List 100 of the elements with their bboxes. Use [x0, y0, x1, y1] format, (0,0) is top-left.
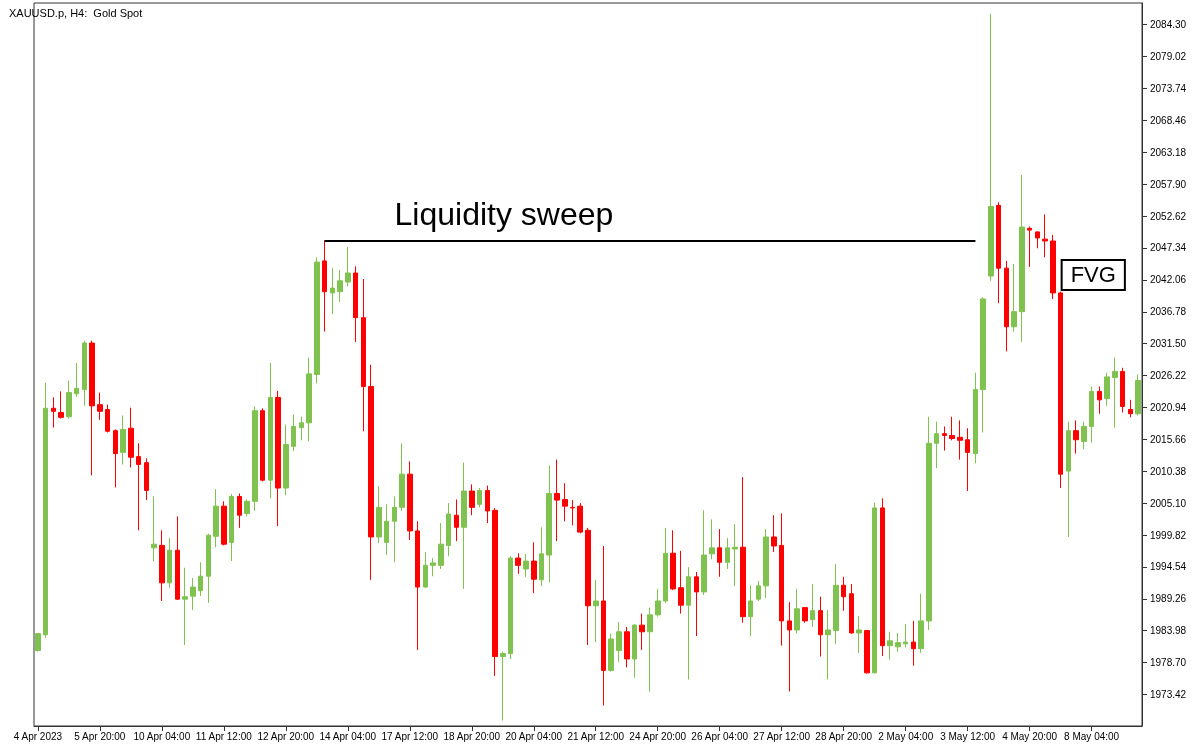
- y-tick-label: 2010.38: [1150, 465, 1187, 477]
- x-tick-label: 10 Apr 04:00: [133, 730, 191, 742]
- candlestick: [337, 269, 343, 303]
- candlestick: [709, 518, 715, 560]
- x-tick-label: 26 Apr 04:00: [691, 730, 749, 742]
- candlestick: [957, 419, 963, 461]
- candlestick: [934, 421, 939, 469]
- candlestick: [260, 407, 265, 482]
- y-tick-label: 1999.82: [1150, 529, 1187, 541]
- candlestick: [570, 499, 575, 526]
- candlestick: [182, 567, 188, 646]
- candlestick: [469, 483, 475, 516]
- candlestick: [35, 633, 41, 653]
- y-tick-label: 2015.66: [1150, 433, 1187, 445]
- candlestick: [725, 537, 730, 570]
- y-tick-label: 2057.90: [1150, 178, 1187, 190]
- y-tick-label: 2052.62: [1150, 210, 1187, 222]
- candlestick: [58, 390, 64, 420]
- x-tick-label: 2 May 04:00: [878, 730, 934, 742]
- candlestick: [423, 551, 428, 589]
- candlestick: [903, 623, 908, 648]
- candlestick: [523, 553, 529, 578]
- candlestick: [965, 427, 970, 492]
- candlestick: [151, 495, 157, 562]
- candlestick: [988, 13, 994, 282]
- candlestick: [1120, 367, 1125, 414]
- candlestick: [477, 487, 482, 508]
- candlestick: [887, 631, 893, 661]
- candlestick: [1035, 230, 1040, 249]
- x-tick-label: 4 May 20:00: [1002, 730, 1058, 742]
- x-tick-label: 28 Apr 20:00: [815, 730, 873, 742]
- candlestick: [1058, 291, 1063, 489]
- candlestick: [802, 606, 808, 624]
- candlestick: [376, 485, 382, 544]
- candlestick: [539, 526, 544, 587]
- candlestick: [554, 459, 560, 542]
- candlestick: [454, 499, 459, 542]
- candlestick: [1089, 386, 1094, 444]
- x-tick-label: 4 Apr 2023: [13, 730, 63, 742]
- candlestick: [368, 364, 374, 581]
- candlestick: [818, 596, 823, 658]
- y-tick-label: 2073.74: [1150, 83, 1187, 95]
- candlestick: [771, 514, 777, 553]
- candlestick: [221, 500, 227, 546]
- candlestick: [639, 613, 645, 651]
- y-tick-label: 2020.94: [1150, 401, 1187, 413]
- y-tick-label: 1989.26: [1150, 593, 1187, 605]
- x-tick-label: 24 Apr 20:00: [629, 730, 687, 742]
- candlestick: [291, 413, 296, 452]
- candlestick: [190, 577, 196, 611]
- y-tick-label: 1983.98: [1150, 625, 1187, 637]
- candlestick: [213, 488, 219, 548]
- candlestick: [663, 527, 668, 604]
- candlestick: [973, 372, 978, 464]
- candlestick: [593, 579, 599, 643]
- ref-line-label: Liquidity sweep: [394, 196, 614, 233]
- candlestick: [229, 493, 234, 562]
- candlestick: [275, 390, 281, 527]
- candlestick: [252, 405, 258, 512]
- candlestick: [268, 362, 273, 499]
- candlestick: [1066, 421, 1071, 538]
- chart-title: XAUUSD.p, H4: Gold Spot: [9, 6, 143, 19]
- candlestick: [175, 515, 180, 601]
- candlestick: [911, 620, 916, 667]
- candlestick: [717, 528, 722, 578]
- candlestick: [670, 529, 676, 591]
- candlestick: [89, 340, 95, 476]
- candlestick: [763, 528, 769, 599]
- candlestick: [949, 416, 955, 441]
- candlestick: [392, 495, 397, 563]
- candlestick: [810, 583, 815, 628]
- candlestick: [299, 416, 304, 441]
- candlestick: [508, 555, 513, 660]
- candlestick: [322, 239, 327, 333]
- candlestick: [51, 396, 56, 429]
- candlestick: [1027, 225, 1032, 268]
- candlestick: [446, 502, 451, 557]
- x-tick-label: 20 Apr 04:00: [505, 730, 563, 742]
- candlestick: [1097, 386, 1102, 415]
- candlestick: [461, 462, 467, 590]
- candlestick: [353, 265, 358, 343]
- candlestick: [1104, 372, 1110, 407]
- candlestick: [113, 428, 118, 488]
- candlestick: [136, 442, 141, 531]
- candlestick: [159, 529, 165, 602]
- candlestick: [1004, 260, 1009, 353]
- candlestick: [430, 557, 436, 577]
- y-tick-label: 1978.70: [1150, 657, 1187, 669]
- candlestick: [198, 561, 203, 597]
- candlestick: [1081, 421, 1087, 450]
- x-tick-label: 8 May 04:00: [1064, 730, 1120, 742]
- candlestick: [407, 460, 413, 541]
- x-tick-label: 18 Apr 20:00: [443, 730, 501, 742]
- candlestick: [562, 482, 568, 522]
- x-tick-label: 17 Apr 12:00: [381, 730, 439, 742]
- candlestick: [601, 545, 606, 706]
- x-tick-label: 11 Apr 12:00: [195, 730, 253, 742]
- y-tick-label: 2042.06: [1150, 274, 1187, 286]
- x-tick-label: 27 Apr 12:00: [753, 730, 811, 742]
- candlestick: [1112, 357, 1118, 429]
